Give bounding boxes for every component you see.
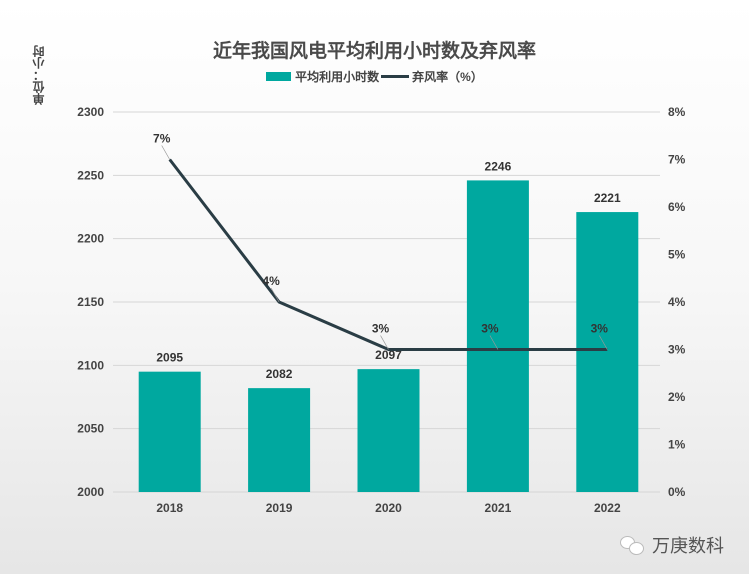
- watermark: 万庚数科: [620, 532, 724, 558]
- y-right-tick: 7%: [668, 153, 686, 167]
- legend-label-line: 弃风率（%）: [412, 70, 483, 84]
- y-right-tick: 3%: [668, 343, 686, 357]
- bar-data-label: 2095: [156, 351, 183, 365]
- leader-line: [489, 335, 499, 350]
- y-right-tick: 8%: [668, 105, 686, 119]
- line-data-label: 3%: [591, 322, 609, 336]
- y-left-tick: 2050: [77, 422, 104, 436]
- bar-data-label: 2246: [485, 159, 512, 173]
- y-left-tick: 2250: [77, 168, 104, 182]
- line-data-label: 7%: [153, 132, 171, 146]
- y-right-tick: 5%: [668, 248, 686, 262]
- y-left-tick: 2200: [77, 232, 104, 246]
- y-right-tick: 2%: [668, 390, 686, 404]
- line-data-label: 3%: [372, 322, 390, 336]
- y-left-tick: 2100: [77, 358, 104, 372]
- chart-title: 近年我国风电平均利用小时数及弃风率: [212, 41, 536, 62]
- y-right-tick: 1%: [668, 438, 686, 452]
- x-tick: 2018: [156, 501, 183, 515]
- legend-label-bar: 平均利用小时数: [295, 70, 380, 84]
- leader-line: [380, 335, 389, 350]
- x-tick: 2021: [485, 501, 512, 515]
- leader-line: [598, 335, 608, 350]
- bar: [357, 369, 420, 492]
- x-tick: 2019: [266, 501, 293, 515]
- bar-data-label: 2221: [594, 191, 621, 205]
- y-right-tick: 6%: [668, 200, 686, 214]
- line-data-label: 4%: [262, 274, 280, 288]
- legend-swatch-bar: [266, 72, 292, 81]
- wechat-icon: [620, 536, 644, 555]
- bar: [576, 212, 639, 493]
- y-left-tick: 2300: [77, 105, 104, 119]
- bar: [248, 388, 311, 492]
- bar: [466, 180, 529, 492]
- y-left-tick: 2150: [77, 295, 104, 309]
- legend-swatch-line: [381, 75, 410, 78]
- leader-line: [161, 145, 171, 160]
- bar-data-label: 2082: [266, 367, 293, 381]
- y-right-tick: 4%: [668, 295, 686, 309]
- line-data-label: 3%: [481, 322, 499, 336]
- bar-data-label: 2097: [375, 348, 402, 362]
- legend: 平均利用小时数 弃风率（%）: [0, 68, 749, 85]
- leader-line: [270, 287, 280, 303]
- x-tick: 2022: [594, 501, 621, 515]
- y-left-tick: 2000: [77, 485, 104, 499]
- watermark-text: 万庚数科: [652, 536, 724, 556]
- bar: [138, 371, 201, 492]
- y-right-tick: 0%: [668, 485, 686, 499]
- x-tick: 2020: [375, 501, 402, 515]
